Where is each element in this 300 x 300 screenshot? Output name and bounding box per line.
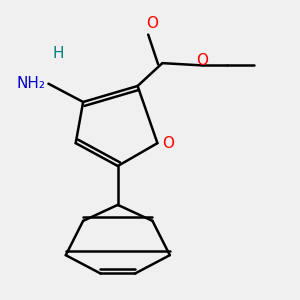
Text: O: O (146, 16, 158, 31)
Text: O: O (196, 53, 208, 68)
Text: O: O (162, 136, 174, 151)
Text: NH₂: NH₂ (17, 76, 46, 91)
Text: H: H (52, 46, 64, 61)
